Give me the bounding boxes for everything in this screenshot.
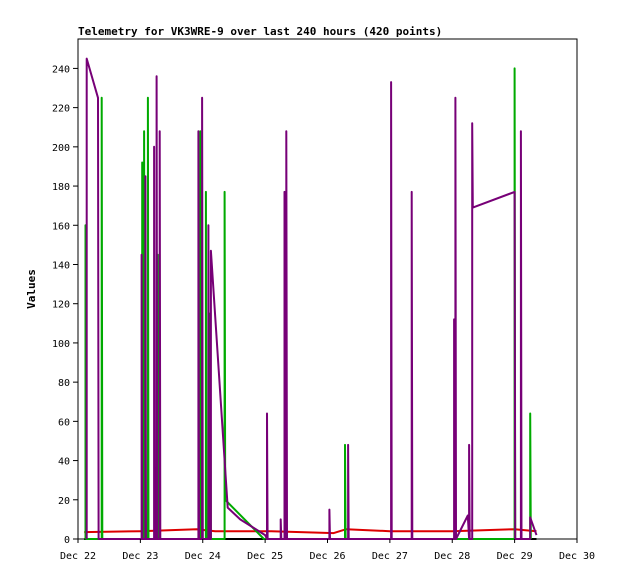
y-tick-label: 0 [64,535,70,546]
y-axis-label: Values [25,269,38,309]
y-tick-label: 120 [52,300,70,311]
series-line-purple [85,57,538,540]
y-tick-label: 140 [52,260,70,271]
y-tick-label: 80 [58,378,70,389]
x-tick-label: Dec 30 [559,551,595,562]
x-axis: Dec 22 Dec 23 Dec 24 Dec 25 Dec 26 Dec 27 Dec … [60,539,595,562]
plot-frame [77,38,578,540]
y-axis: 0 20 40 60 80 100 120 140 160 180 200 220 240 [52,64,78,546]
y-tick-label: 180 [52,182,70,193]
y-tick-label: 240 [52,64,70,75]
y-tick-label: 60 [58,417,70,428]
x-tick-label: Dec 28 [434,551,470,562]
x-tick-label: Dec 25 [247,551,283,562]
y-tick-label: 100 [52,339,70,350]
y-tick-label: 220 [52,104,70,115]
x-tick-label: Dec 23 [122,551,158,562]
plot-area [84,57,538,540]
x-tick-label: Dec 26 [309,551,345,562]
x-tick-label: Dec 22 [60,551,96,562]
y-tick-label: 160 [52,221,70,232]
y-tick-label: 20 [58,496,70,507]
x-tick-label: Dec 24 [185,551,221,562]
y-tick-label: 200 [52,143,70,154]
y-tick-label: 40 [58,457,70,468]
x-tick-label: Dec 27 [372,551,408,562]
chart-title: Telemetry for VK3WRE-9 over last 240 hou… [78,25,442,38]
x-tick-label: Dec 29 [497,551,533,562]
